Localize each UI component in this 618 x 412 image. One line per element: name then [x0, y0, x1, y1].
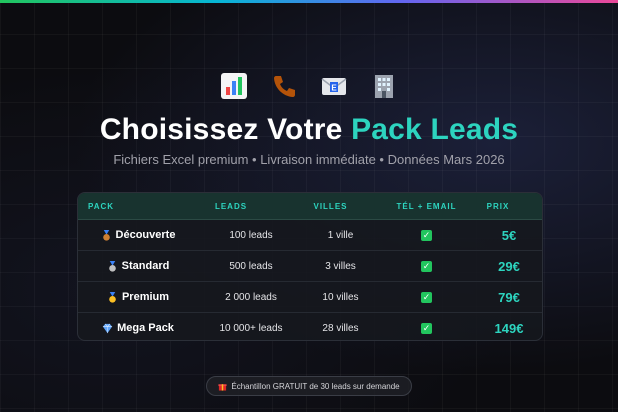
price-cell: 149€: [494, 320, 524, 336]
column-header-tel-email: TÉL + EMAIL: [396, 201, 457, 211]
diamond-icon: [102, 323, 113, 333]
free-sample-banner[interactable]: Échantillon GRATUIT de 30 leads sur dema…: [206, 376, 412, 396]
table-row[interactable]: Standard 500 leads 3 villes ✓ 29€: [78, 251, 542, 282]
email-icon: E: [321, 78, 347, 95]
silver-medal-icon: [108, 260, 116, 272]
table-row[interactable]: Découverte 100 leads 1 ville ✓ 5€: [78, 220, 542, 251]
villes-cell: 28 villes: [322, 322, 359, 334]
column-header-leads: LEADS: [214, 201, 248, 211]
page-title: Choisissez Votre Pack Leads: [0, 113, 618, 147]
free-sample-text: Échantillon GRATUIT de 30 leads sur dema…: [231, 381, 400, 391]
title-accent: Pack Leads: [351, 113, 519, 146]
top-gradient-bar: [0, 0, 618, 3]
leads-cell: 100 leads: [229, 229, 273, 241]
pack-name: Mega Pack: [117, 322, 174, 334]
tel-email-cell: ✓: [377, 260, 476, 272]
price-cell: 5€: [501, 227, 517, 243]
pack-cell: Premium: [78, 291, 198, 303]
pack-name: Découverte: [115, 229, 176, 241]
tel-email-cell: ✓: [377, 322, 476, 334]
svg-text:E: E: [331, 84, 337, 93]
column-header-pack: PACK: [88, 201, 115, 211]
tel-email-cell: ✓: [377, 291, 476, 303]
villes-cell: 1 ville: [327, 229, 354, 241]
price-cell: 29€: [498, 258, 520, 274]
table-header: PACK LEADS VILLES TÉL + EMAIL PRIX: [78, 193, 542, 220]
table-row[interactable]: Mega Pack 10 000+ leads 28 villes ✓ 149€: [78, 313, 542, 340]
office-building-icon: [375, 75, 393, 98]
bronze-medal-icon: [102, 229, 110, 241]
check-icon: ✓: [421, 291, 432, 303]
column-header-villes: VILLES: [313, 201, 348, 211]
bar-chart-icon: [221, 73, 247, 99]
phone-icon: [274, 76, 295, 97]
column-header-prix: PRIX: [486, 201, 510, 211]
pack-cell: Standard: [78, 260, 198, 272]
pack-cell: Découverte: [78, 229, 198, 241]
villes-cell: 3 villes: [325, 260, 356, 272]
leads-cell: 2 000 leads: [225, 291, 277, 303]
tel-email-cell: ✓: [377, 229, 476, 241]
leads-cell: 500 leads: [229, 260, 273, 272]
page-subtitle: Fichiers Excel premium • Livraison imméd…: [113, 152, 505, 167]
check-icon: ✓: [421, 260, 432, 272]
header-icons: E: [0, 72, 618, 100]
pack-name: Premium: [121, 291, 170, 303]
gift-icon: [218, 383, 227, 391]
leads-cell: 10 000+ leads: [219, 322, 283, 334]
table-row[interactable]: Premium 2 000 leads 10 villes ✓ 79€: [78, 282, 542, 313]
title-main: Choisissez Votre: [99, 113, 352, 146]
check-icon: ✓: [421, 322, 432, 334]
pack-cell: Mega Pack: [78, 322, 198, 334]
pricing-table: PACK LEADS VILLES TÉL + EMAIL PRIX Décou…: [77, 192, 543, 341]
price-cell: 79€: [498, 289, 520, 305]
pack-name: Standard: [121, 260, 170, 272]
gold-medal-icon: [109, 291, 116, 303]
villes-cell: 10 villes: [322, 291, 359, 303]
check-icon: ✓: [421, 229, 432, 241]
